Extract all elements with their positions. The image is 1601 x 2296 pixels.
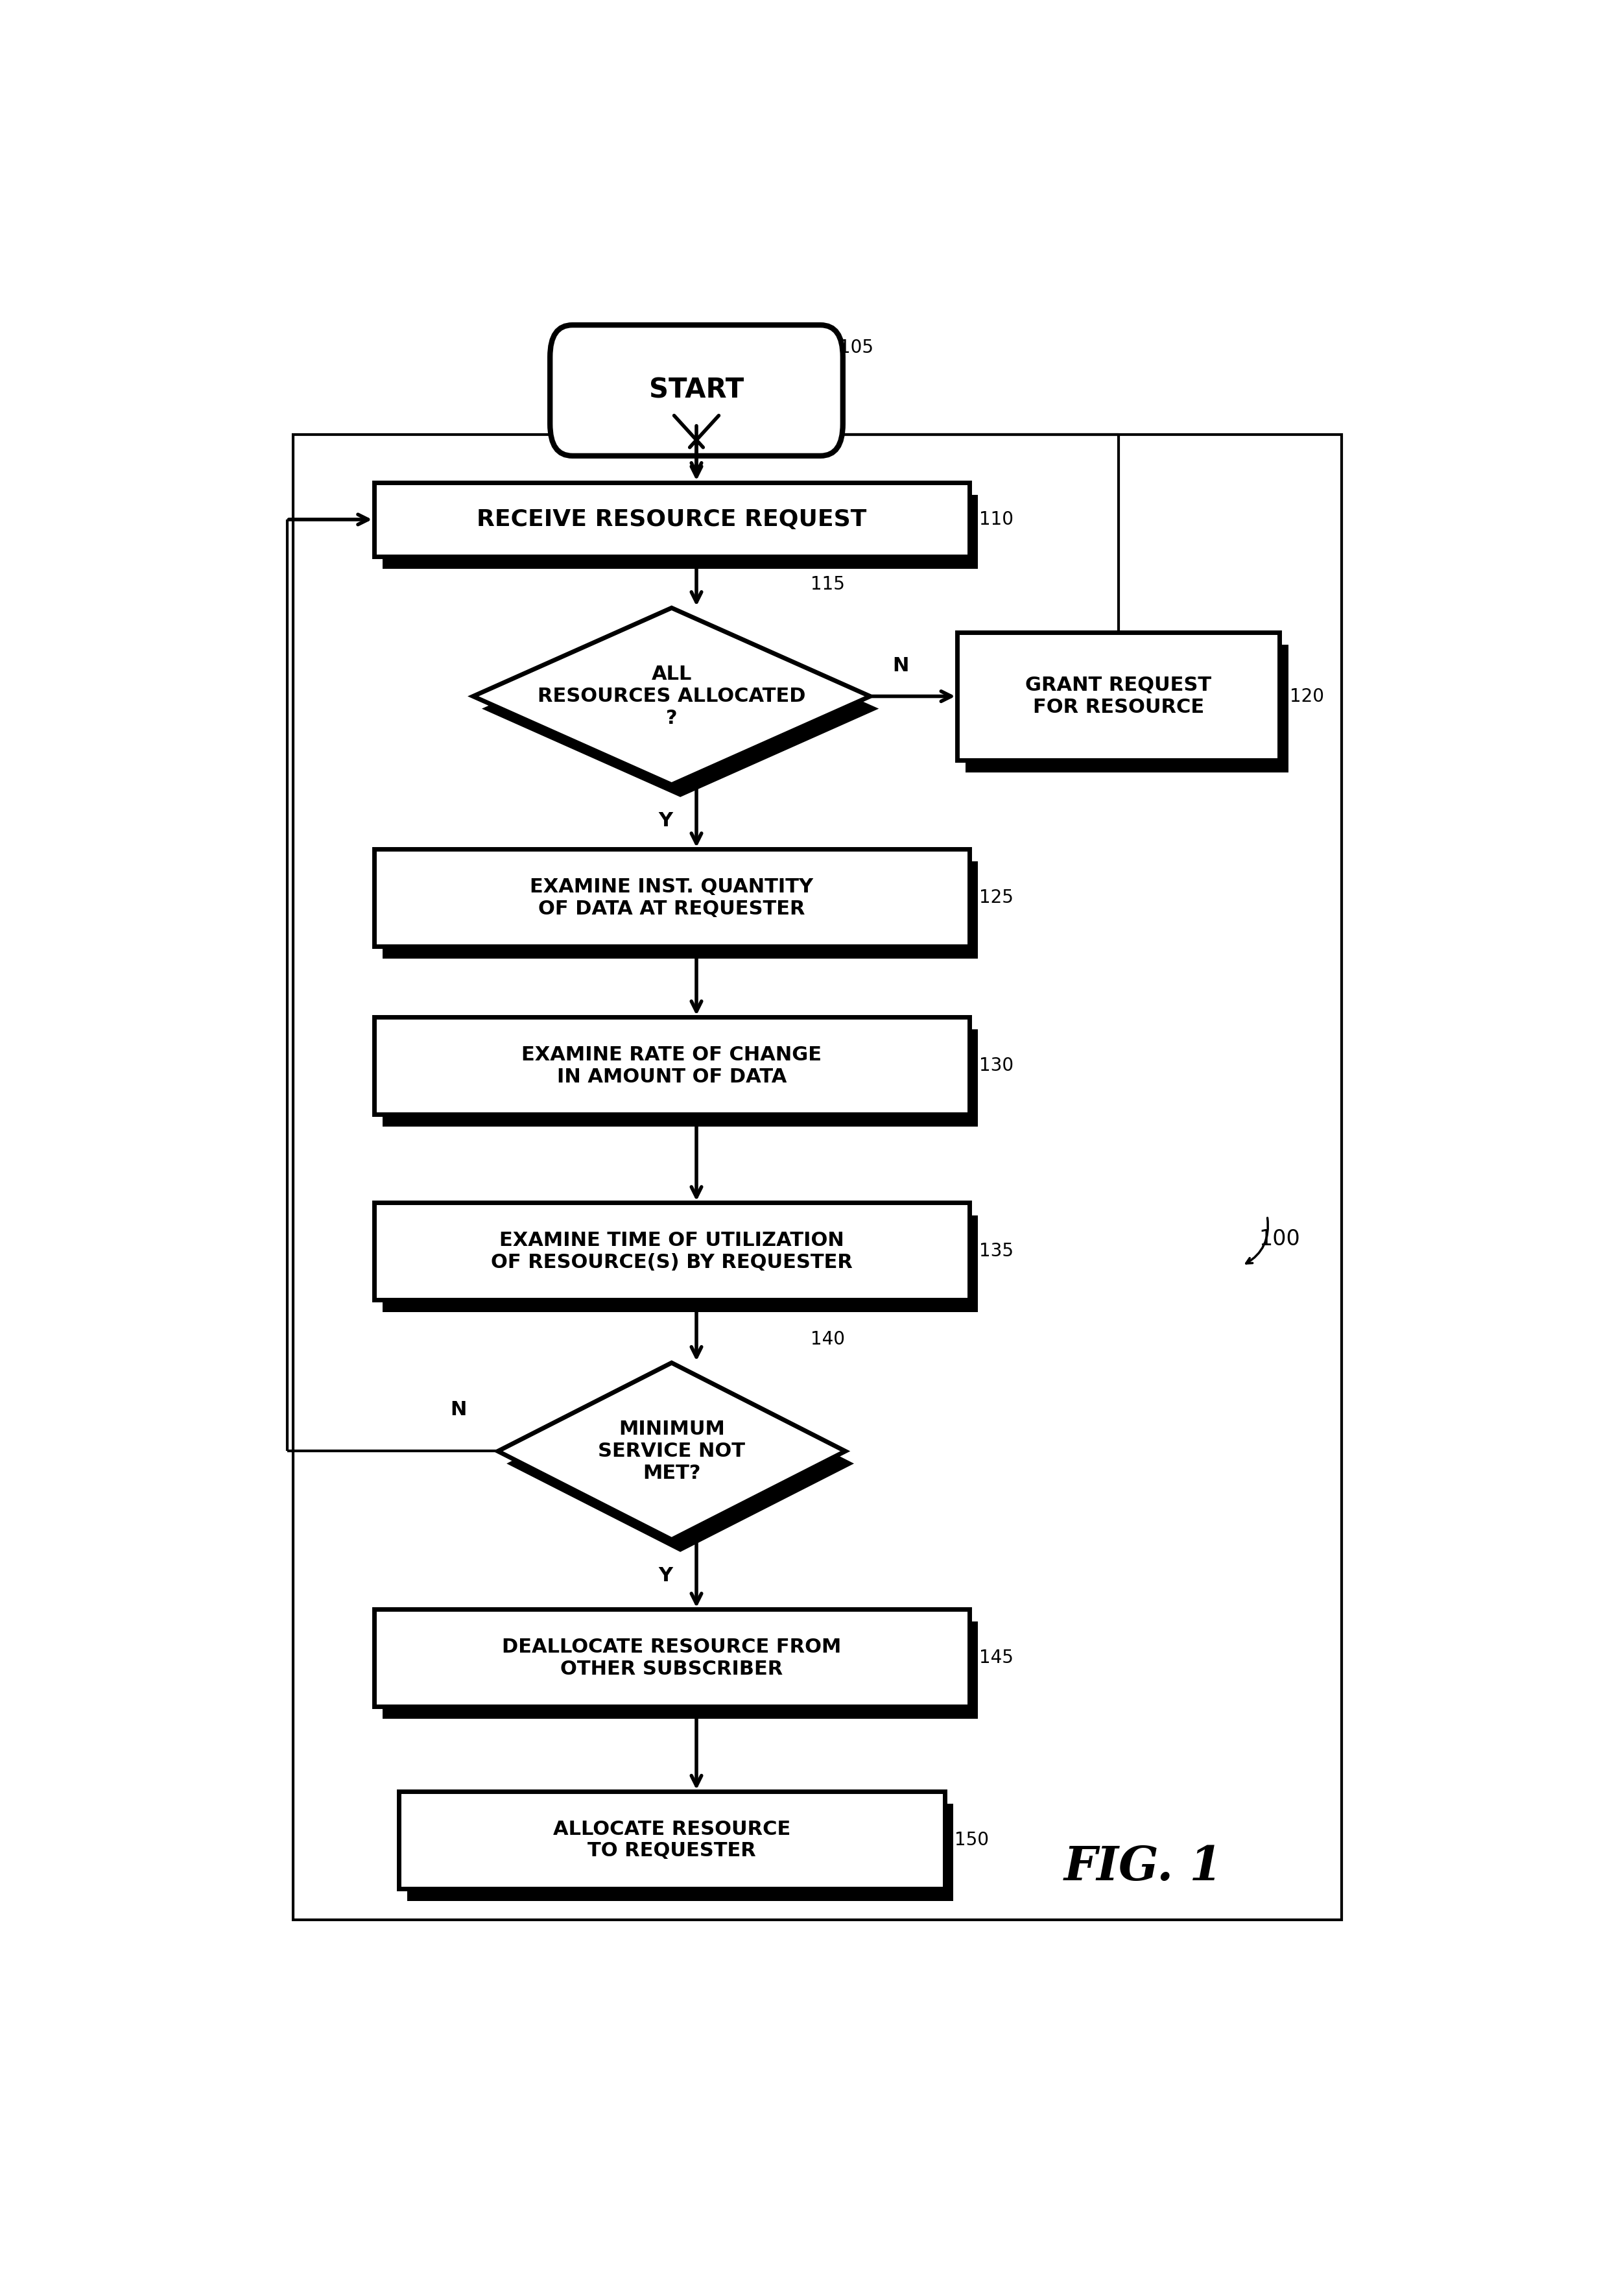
Text: N: N xyxy=(892,657,909,675)
Text: 110: 110 xyxy=(980,510,1013,528)
Bar xyxy=(383,861,978,960)
Polygon shape xyxy=(482,620,879,797)
Text: 140: 140 xyxy=(810,1329,845,1348)
Text: GRANT REQUEST
FOR RESOURCE: GRANT REQUEST FOR RESOURCE xyxy=(1025,675,1212,716)
Text: EXAMINE RATE OF CHANGE
IN AMOUNT OF DATA: EXAMINE RATE OF CHANGE IN AMOUNT OF DATA xyxy=(522,1045,821,1086)
Text: 145: 145 xyxy=(980,1649,1013,1667)
Text: Y: Y xyxy=(658,1566,672,1584)
Text: DEALLOCATE RESOURCE FROM
OTHER SUBSCRIBER: DEALLOCATE RESOURCE FROM OTHER SUBSCRIBE… xyxy=(503,1637,841,1678)
Bar xyxy=(375,1017,970,1114)
Bar xyxy=(383,494,978,569)
Bar xyxy=(383,1215,978,1313)
Text: RECEIVE RESOURCE REQUEST: RECEIVE RESOURCE REQUEST xyxy=(477,507,866,530)
Polygon shape xyxy=(506,1375,853,1552)
Bar xyxy=(399,1791,945,1890)
Bar xyxy=(375,850,970,946)
Bar xyxy=(375,482,970,556)
Text: START: START xyxy=(648,377,744,404)
Bar xyxy=(375,1609,970,1706)
Bar xyxy=(957,634,1279,760)
Bar xyxy=(383,1621,978,1720)
Text: 150: 150 xyxy=(954,1830,989,1848)
Text: 120: 120 xyxy=(1289,687,1324,705)
Text: 105: 105 xyxy=(839,340,874,356)
Bar xyxy=(965,645,1289,771)
Polygon shape xyxy=(498,1364,845,1541)
Text: EXAMINE TIME OF UTILIZATION
OF RESOURCE(S) BY REQUESTER: EXAMINE TIME OF UTILIZATION OF RESOURCE(… xyxy=(492,1231,852,1272)
Text: FIG. 1: FIG. 1 xyxy=(1063,1844,1223,1890)
Text: N: N xyxy=(450,1401,467,1419)
Text: ALL
RESOURCES ALLOCATED
?: ALL RESOURCES ALLOCATED ? xyxy=(538,666,805,728)
Text: 115: 115 xyxy=(810,576,845,595)
Text: Y: Y xyxy=(658,810,672,831)
Bar xyxy=(407,1805,953,1901)
Text: 135: 135 xyxy=(980,1242,1013,1261)
Bar xyxy=(375,1203,970,1300)
FancyBboxPatch shape xyxy=(551,326,842,457)
Text: 100: 100 xyxy=(1258,1228,1300,1249)
Bar xyxy=(383,1029,978,1127)
Text: 125: 125 xyxy=(980,889,1013,907)
Bar xyxy=(293,434,1342,1919)
Text: MINIMUM
SERVICE NOT
MET?: MINIMUM SERVICE NOT MET? xyxy=(599,1419,744,1483)
Text: EXAMINE INST. QUANTITY
OF DATA AT REQUESTER: EXAMINE INST. QUANTITY OF DATA AT REQUES… xyxy=(530,877,813,918)
Polygon shape xyxy=(474,608,871,785)
Text: 130: 130 xyxy=(980,1056,1013,1075)
Text: ALLOCATE RESOURCE
TO REQUESTER: ALLOCATE RESOURCE TO REQUESTER xyxy=(552,1821,791,1860)
